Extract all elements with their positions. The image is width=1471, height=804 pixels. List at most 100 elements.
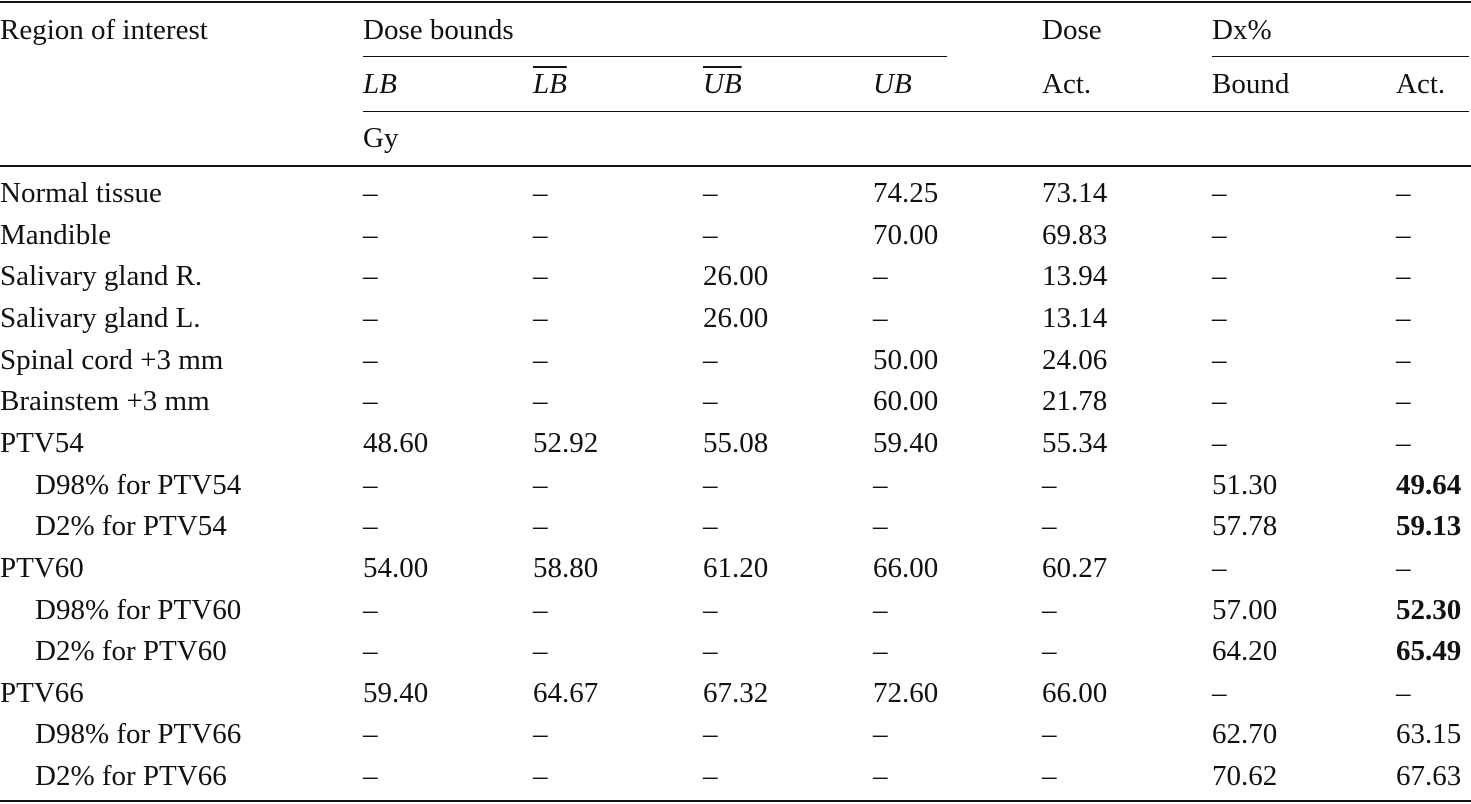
cell: – [1212,218,1227,251]
cell: 70.00 [873,218,939,251]
cell: 61.20 [703,551,769,584]
cell: – [1396,343,1411,376]
cell: 64.67 [533,676,599,709]
cell: – [1042,760,1057,793]
cell: 59.13 [1396,510,1462,543]
group-header: Dose bounds [363,14,514,46]
cell: – [703,218,718,251]
row-label: D2% for PTV66 [35,760,227,793]
cell: – [363,301,378,334]
cell: – [533,385,548,418]
cell: – [363,760,378,793]
cell: – [873,635,888,668]
cell: 57.00 [1212,593,1278,626]
cell: – [1042,510,1057,543]
top-rule [0,1,1471,3]
cell: – [1396,218,1411,251]
cell: 66.00 [1042,676,1108,709]
cell: 55.08 [703,426,769,459]
cell: 62.70 [1212,718,1278,751]
row-label: D98% for PTV66 [35,718,242,751]
cell: – [1042,468,1057,501]
cell: – [873,718,888,751]
cell: – [1042,718,1057,751]
row-label: D2% for PTV60 [35,635,227,668]
cell: 73.14 [1042,177,1108,209]
cell: – [363,635,378,668]
cell: 26.00 [703,301,769,334]
cell: 21.78 [1042,385,1108,418]
cell: – [533,760,548,793]
row-label: PTV54 [0,426,84,459]
row-label: PTV60 [0,551,84,584]
cell: – [703,635,718,668]
row-label: Brainstem +3 mm [0,385,210,418]
cell: – [1212,385,1227,418]
cell: – [363,385,378,418]
cell: 64.20 [1212,635,1278,668]
cell: – [703,593,718,626]
cell: – [1212,260,1227,293]
cell: 49.64 [1396,468,1462,501]
cell: – [533,260,548,293]
cell: – [363,468,378,501]
cell: – [703,510,718,543]
cell: – [1212,551,1227,584]
cell: – [873,260,888,293]
cell: – [363,177,378,209]
row-label: D2% for PTV54 [35,510,227,543]
cell: – [533,343,548,376]
cell: – [533,510,548,543]
group-rule [1212,56,1469,57]
cell: 52.92 [533,426,599,459]
cell: 60.00 [873,385,939,418]
cell: 51.30 [1212,468,1278,501]
cell: – [363,218,378,251]
cell: 59.40 [363,676,429,709]
group-header: Dose [1042,14,1102,46]
cell: 67.32 [703,676,769,709]
cell: 13.94 [1042,260,1108,293]
cell: – [703,468,718,501]
cell: – [1396,551,1411,584]
cell: – [873,468,888,501]
cell: – [533,593,548,626]
column-header: UB [873,68,912,100]
cell: 69.83 [1042,218,1108,251]
cell: – [533,218,548,251]
cell: – [703,385,718,418]
row-label: D98% for PTV54 [35,468,242,501]
row-label: Mandible [0,218,112,251]
cell: 58.80 [533,551,599,584]
row-label: Normal tissue [0,177,162,209]
cell: – [873,760,888,793]
cell: – [703,718,718,751]
column-header: LB [533,68,567,100]
cell: – [1396,426,1411,459]
cell: – [1396,301,1411,334]
row-label: Spinal cord +3 mm [0,343,224,376]
cell: – [1212,177,1227,209]
header-rule [0,165,1471,167]
cell: – [873,510,888,543]
cell: – [533,177,548,209]
group-rule [363,56,947,57]
cell: – [873,593,888,626]
cell: 67.63 [1396,760,1462,793]
column-header: LB [363,68,397,100]
cell: – [1042,593,1057,626]
cell: – [1396,385,1411,418]
cell: – [363,718,378,751]
cell: 24.06 [1042,343,1108,376]
cell: 70.62 [1212,760,1278,793]
group-header: Region of interest [0,14,208,46]
cell: 74.25 [873,177,939,209]
cell: 59.40 [873,426,939,459]
cell: – [1212,343,1227,376]
cell: – [1212,301,1227,334]
row-label: Salivary gland L. [0,301,201,334]
group-header: Dx% [1212,14,1272,46]
cell: 55.34 [1042,426,1108,459]
cell: 48.60 [363,426,429,459]
